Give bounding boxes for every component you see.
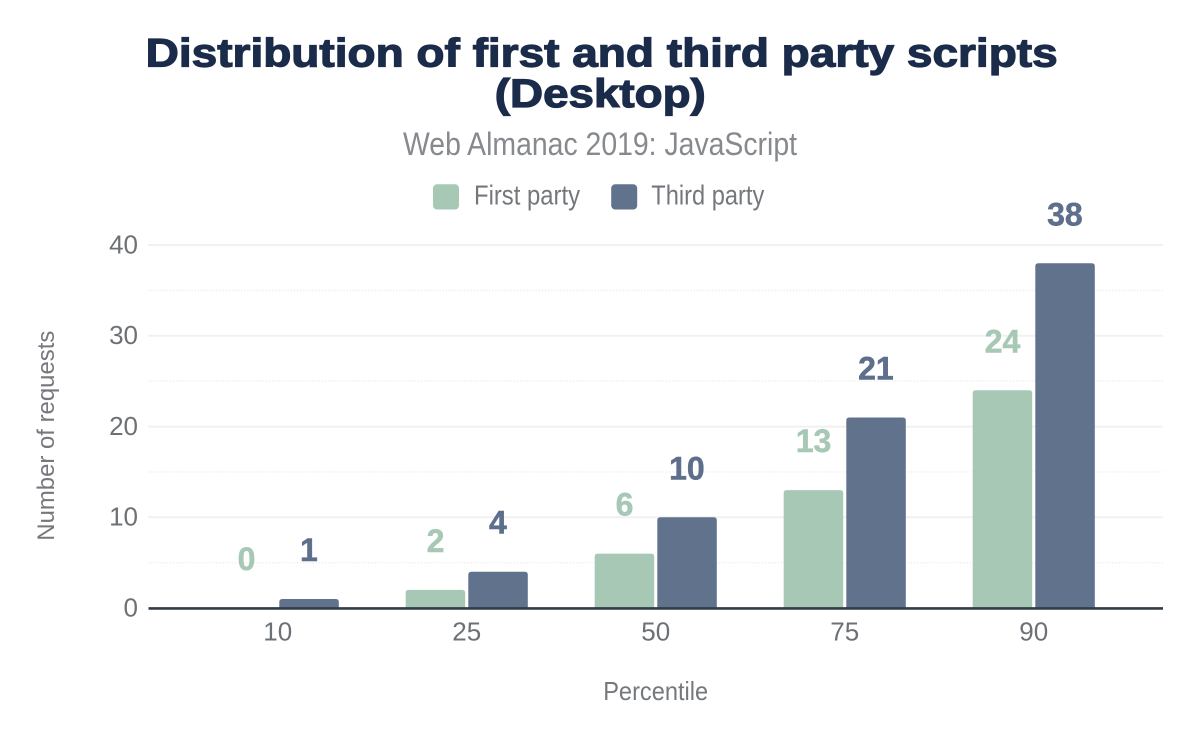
svg-text:Number of requests: Number of requests <box>33 331 60 541</box>
svg-text:75: 75 <box>830 616 859 646</box>
svg-text:1: 1 <box>300 532 318 568</box>
svg-text:90: 90 <box>1019 616 1048 646</box>
svg-text:10: 10 <box>263 616 292 646</box>
svg-text:20: 20 <box>109 411 138 441</box>
svg-text:6: 6 <box>616 487 634 523</box>
svg-text:30: 30 <box>109 320 138 350</box>
svg-text:24: 24 <box>985 323 1021 359</box>
svg-text:(Desktop): (Desktop) <box>495 72 706 116</box>
svg-text:Percentile: Percentile <box>603 676 708 706</box>
svg-text:50: 50 <box>641 616 670 646</box>
svg-text:0: 0 <box>124 592 138 622</box>
svg-text:4: 4 <box>489 505 507 541</box>
svg-text:Third party: Third party <box>651 180 764 211</box>
svg-text:Web Almanac 2019: JavaScript: Web Almanac 2019: JavaScript <box>403 126 797 162</box>
svg-text:Distribution of first and thir: Distribution of first and third party sc… <box>146 32 1058 76</box>
svg-text:40: 40 <box>109 229 138 259</box>
svg-text:First party: First party <box>474 180 580 211</box>
svg-text:25: 25 <box>452 616 481 646</box>
svg-text:13: 13 <box>796 423 832 459</box>
svg-text:21: 21 <box>858 351 894 387</box>
svg-text:2: 2 <box>427 523 445 559</box>
svg-text:0: 0 <box>238 541 256 577</box>
svg-text:10: 10 <box>669 450 705 486</box>
svg-text:38: 38 <box>1047 196 1083 232</box>
svg-text:10: 10 <box>109 502 138 532</box>
